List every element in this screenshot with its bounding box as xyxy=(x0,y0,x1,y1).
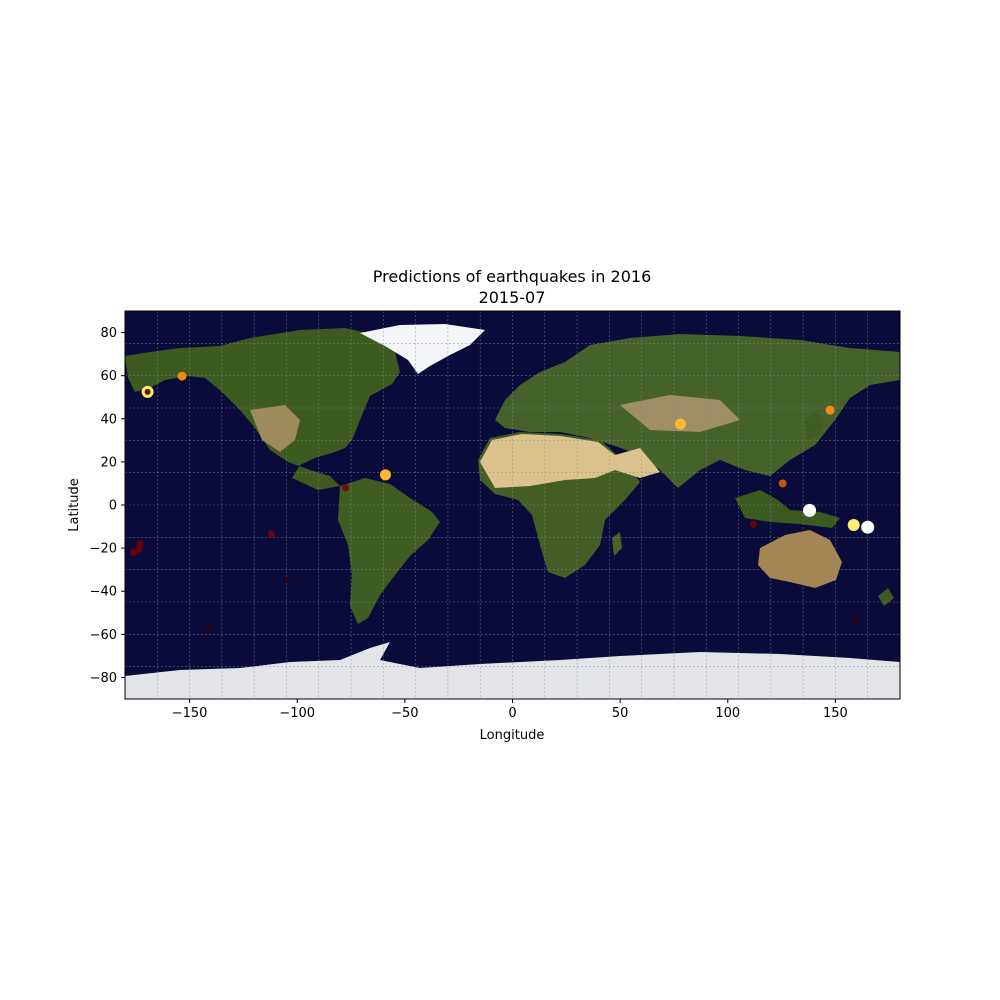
x-axis-label: Longitude xyxy=(480,728,545,743)
earthquake-point xyxy=(803,503,817,517)
y-tick-label: 60 xyxy=(100,369,117,384)
y-axis-label: Latitude xyxy=(67,478,82,532)
landmass-australia xyxy=(758,530,842,588)
earthquake-point xyxy=(205,624,212,631)
x-tick-label: 0 xyxy=(508,706,516,721)
earthquake-point xyxy=(847,519,860,532)
y-axis-ticks: −80 −60 −40 −20 0 20 40 60 80 xyxy=(90,326,125,686)
y-tick-label: 0 xyxy=(109,499,117,514)
earthquake-point xyxy=(674,418,686,430)
x-tick-label: −100 xyxy=(279,706,315,721)
landmass-new-zealand xyxy=(878,588,894,606)
grid-lines xyxy=(125,311,900,699)
earthquake-point xyxy=(267,530,275,538)
x-axis-ticks: −150 −100 −50 0 50 100 150 xyxy=(172,699,848,721)
y-tick-label: 20 xyxy=(100,455,117,470)
y-tick-label: 80 xyxy=(100,326,117,341)
chart-subtitle: 2015-07 xyxy=(479,288,546,307)
landmass-japan xyxy=(805,412,825,440)
earthquake-point-core xyxy=(144,388,151,395)
earthquake-points xyxy=(130,371,875,631)
earthquake-point xyxy=(283,577,290,584)
earthquake-point xyxy=(342,484,350,492)
earthquake-point xyxy=(177,371,187,381)
plot-area xyxy=(125,311,900,699)
y-tick-label: −40 xyxy=(90,585,117,600)
chart-title: Predictions of earthquakes in 2016 xyxy=(373,267,652,286)
earthquake-point xyxy=(130,548,138,556)
earthquake-point xyxy=(136,540,144,548)
earthquake-point xyxy=(135,545,143,553)
landmass-southeast-asia xyxy=(735,490,840,528)
x-tick-label: 50 xyxy=(612,706,629,721)
earthquake-point xyxy=(825,405,835,415)
x-tick-label: −150 xyxy=(172,706,208,721)
earthquake-point xyxy=(379,469,391,481)
earthquake-point xyxy=(750,520,758,528)
y-tick-label: −60 xyxy=(90,628,117,643)
landmass-central-asia-desert xyxy=(620,395,740,432)
y-tick-label: −80 xyxy=(90,671,117,686)
x-tick-label: 100 xyxy=(715,706,740,721)
landmass-madagascar xyxy=(612,532,622,556)
earthquake-point xyxy=(861,520,875,534)
earthquake-point xyxy=(851,616,858,623)
y-tick-label: 40 xyxy=(100,412,117,427)
landmass-greenland xyxy=(360,324,485,374)
x-tick-label: 150 xyxy=(823,706,848,721)
earthquake-point xyxy=(778,479,787,488)
x-tick-label: −50 xyxy=(391,706,418,721)
y-tick-label: −20 xyxy=(90,542,117,557)
landmass-sahara-desert xyxy=(480,434,660,488)
landmass-south-america xyxy=(338,478,440,624)
